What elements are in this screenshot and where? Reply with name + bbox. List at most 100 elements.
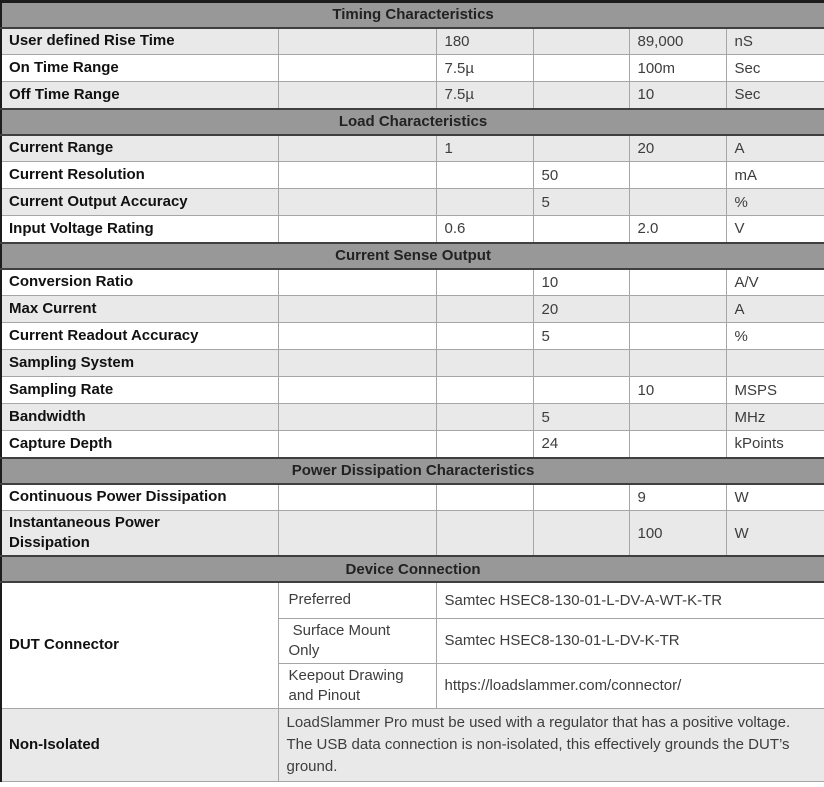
section-title: Power Dissipation Characteristics: [0, 456, 824, 485]
table-row: Instantaneous Power Dissipation 100 W: [0, 510, 824, 557]
param-cell: Current Readout Accuracy: [0, 322, 279, 350]
typ-cell: [532, 376, 630, 404]
value-cell: Samtec HSEC8-130-01-L-DV-A-WT-K-TR: [435, 581, 824, 619]
max-cell: 10: [628, 376, 727, 404]
cond-cell: [277, 430, 437, 458]
unit-cell: A/V: [725, 268, 824, 296]
cond-cell: [277, 510, 437, 557]
cond-cell: [277, 215, 437, 243]
cond-cell: [277, 322, 437, 350]
table-row: Current Output Accuracy 5%: [0, 188, 824, 216]
cond-cell: [277, 188, 437, 216]
table-row: Sampling System: [0, 349, 824, 377]
table-row: On Time Range 7.5µ 100m Sec: [0, 54, 824, 82]
note-row: Non-Isolated LoadSlammer Pro must be used…: [0, 707, 824, 782]
max-cell: [628, 403, 727, 431]
param-cell: Max Current: [0, 295, 279, 323]
param-cell: Capture Depth: [0, 430, 279, 458]
param-cell: On Time Range: [0, 54, 279, 82]
section-header-row: Device Connection: [0, 555, 824, 583]
min-cell: [435, 510, 534, 557]
section-header-row: Power Dissipation Characteristics: [0, 456, 824, 485]
typ-cell: 5: [532, 322, 630, 350]
unit-cell: Sec: [725, 54, 824, 82]
unit-cell: [725, 349, 824, 377]
table-row: Continuous Power Dissipation 9 W: [0, 483, 824, 511]
param-cell: User defined Rise Time: [0, 27, 279, 55]
unit-cell: MHz: [725, 403, 824, 431]
param-cell: DUT Connector: [0, 581, 279, 709]
max-cell: 100: [628, 510, 727, 557]
connector-row: DUT Connector Preferred Samtec HSEC8-130-0…: [0, 581, 824, 709]
param-cell: Continuous Power Dissipation: [0, 483, 279, 511]
min-cell: 7.5µ: [435, 81, 534, 109]
unit-cell: mA: [725, 161, 824, 189]
table-row: Input Voltage Rating 0.6 2.0 V: [0, 215, 824, 243]
cond-cell: [277, 54, 437, 82]
typ-cell: [532, 349, 630, 377]
unit-cell: %: [725, 188, 824, 216]
min-cell: [435, 376, 534, 404]
unit-cell: %: [725, 322, 824, 350]
max-cell: 10: [628, 81, 727, 109]
unit-cell: kPoints: [725, 430, 824, 458]
table-row: Sampling Rate 10 MSPS: [0, 376, 824, 404]
typ-cell: 50: [532, 161, 630, 189]
max-cell: [628, 349, 727, 377]
connector-row: Surface Mount Only Samtec HSEC8-130-01-L-…: [1, 617, 824, 664]
typ-cell: [532, 510, 630, 557]
table-row: User defined Rise Time 180 89,000 nS: [0, 27, 824, 55]
table-row: Max Current 20 A: [0, 295, 824, 323]
param-cell: Bandwidth: [0, 403, 279, 431]
typ-cell: [532, 27, 630, 55]
min-cell: 180: [435, 27, 534, 55]
value-cell: https://loadslammer.com/connector/: [435, 662, 824, 709]
typ-cell: [532, 483, 630, 511]
typ-cell: 5: [532, 403, 630, 431]
cond-cell: [277, 134, 437, 162]
cond-cell: [277, 27, 437, 55]
typ-cell: 5: [532, 188, 630, 216]
table-row: Conversion Ratio 10 A/V: [0, 268, 824, 296]
section-header-row: Load Characteristics: [0, 107, 824, 136]
typ-cell: 10: [532, 268, 630, 296]
param-cell: Sampling Rate: [0, 376, 279, 404]
table-row: Off Time Range 7.5µ 10 Sec: [0, 81, 824, 109]
min-cell: [435, 430, 534, 458]
unit-cell: A: [725, 295, 824, 323]
param-cell: Non-Isolated: [0, 707, 279, 782]
sublabel-cell: Keepout Drawing and Pinout: [277, 662, 437, 709]
min-cell: 1: [435, 134, 534, 162]
typ-cell: 20: [532, 295, 630, 323]
section-title: Timing Characteristics: [0, 0, 824, 29]
unit-cell: Sec: [725, 81, 824, 109]
section-header-row: Current Sense Output: [0, 241, 824, 270]
min-cell: [435, 349, 534, 377]
typ-cell: [532, 215, 630, 243]
max-cell: [628, 268, 727, 296]
param-cell: Sampling System: [0, 349, 279, 377]
unit-cell: A: [725, 134, 824, 162]
unit-cell: V: [725, 215, 824, 243]
unit-cell: MSPS: [725, 376, 824, 404]
table-row: Current Range 1 20 A: [0, 134, 824, 162]
min-cell: [435, 268, 534, 296]
min-cell: [435, 483, 534, 511]
max-cell: 9: [628, 483, 727, 511]
sublabel-cell: Preferred: [277, 581, 437, 619]
param-cell: Current Range: [0, 134, 279, 162]
param-cell: Conversion Ratio: [0, 268, 279, 296]
unit-cell: W: [725, 510, 824, 557]
param-cell: Instantaneous Power Dissipation: [0, 510, 279, 557]
max-cell: 100m: [628, 54, 727, 82]
section-title: Device Connection: [0, 555, 824, 583]
value-cell: Samtec HSEC8-130-01-L-DV-K-TR: [435, 617, 824, 664]
note-cell: LoadSlammer Pro must be used with a regu…: [277, 707, 824, 782]
min-cell: [435, 161, 534, 189]
sublabel-cell: Surface Mount Only: [277, 617, 437, 664]
param-cell: Input Voltage Rating: [0, 215, 279, 243]
max-cell: [628, 161, 727, 189]
min-cell: 7.5µ: [435, 54, 534, 82]
max-cell: [628, 188, 727, 216]
